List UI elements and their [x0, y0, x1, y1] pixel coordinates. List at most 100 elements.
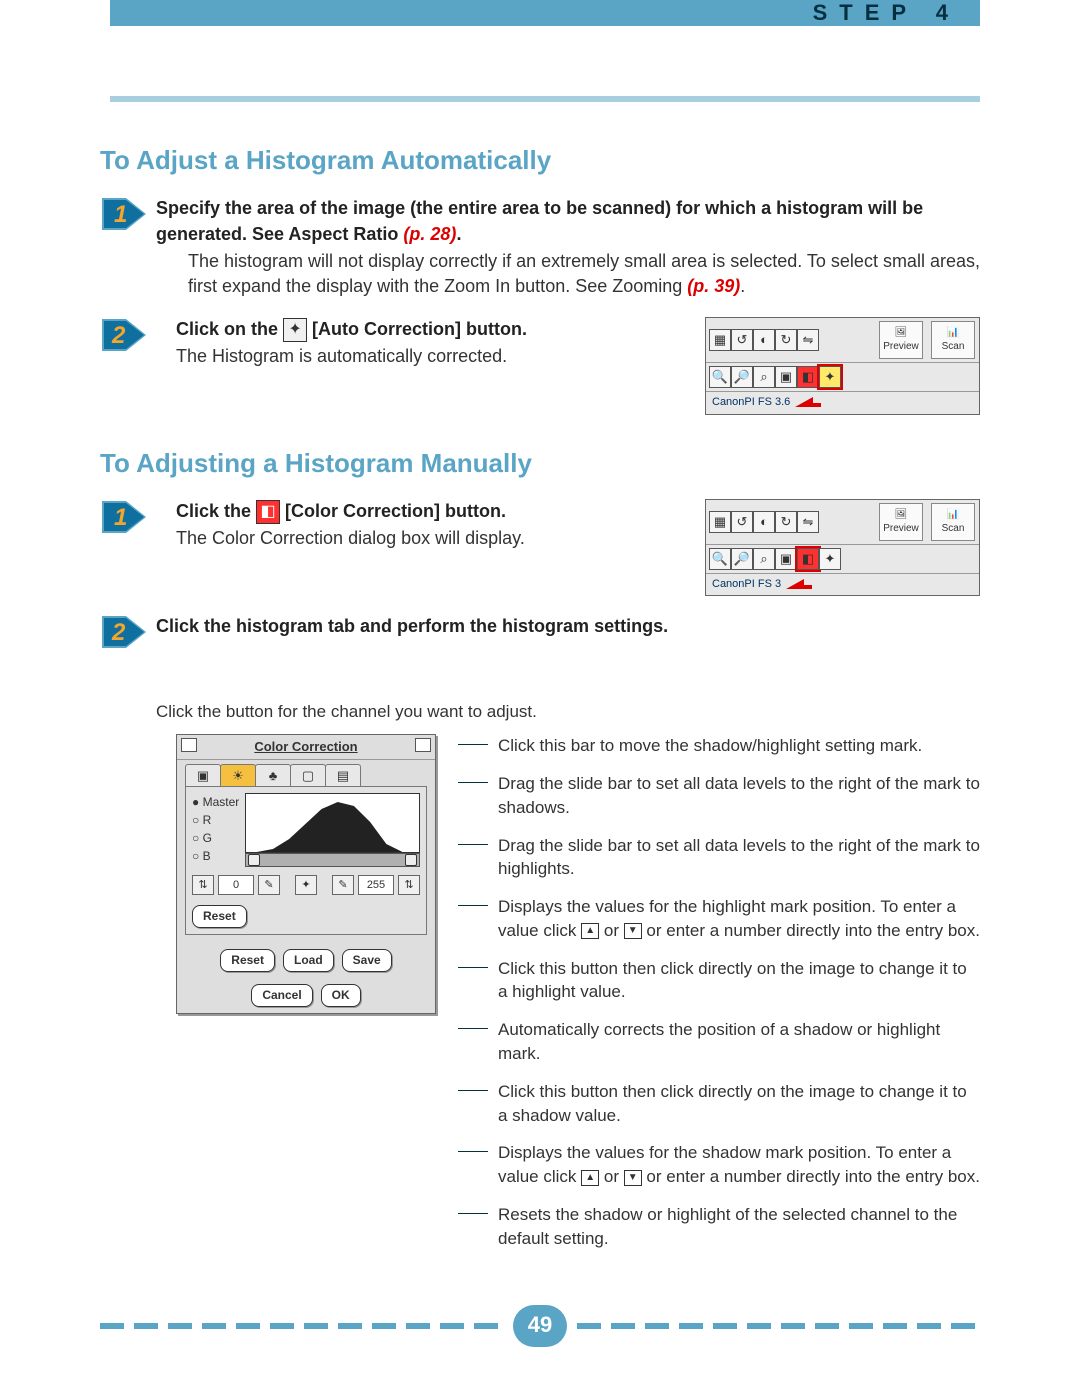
cc-shadow-value[interactable]: 0 — [218, 875, 254, 895]
cc-tab-5[interactable]: ▤ — [325, 764, 361, 786]
tb2-film-icon: ▦ — [709, 511, 731, 533]
annotation-6: Automatically corrects the position of a… — [486, 1018, 980, 1066]
cc-tab-4[interactable]: ▢ — [290, 764, 326, 786]
toolbar-status-2: CanonPI FS 3 — [706, 574, 979, 595]
preview-button-2[interactable]: 🖼Preview — [879, 503, 923, 541]
manual-step1-sub: The Color Correction dialog box will dis… — [176, 526, 685, 551]
manual-step-badge-2: 2 — [100, 614, 148, 650]
page-ref-39[interactable]: (p. 39) — [687, 276, 740, 296]
annotation-top-caption: Click the button for the channel you wan… — [156, 700, 980, 724]
tb2-zoom-fit-icon: ⌕ — [753, 548, 775, 570]
cc-channel-radios[interactable]: ● Master ○ R ○ G ○ B — [192, 793, 239, 865]
section-auto-title: To Adjust a Histogram Automatically — [100, 142, 980, 178]
cc-shadow-spinner[interactable]: ⇅ — [192, 875, 214, 895]
annotation-4: Displays the values for the highlight ma… — [486, 895, 980, 943]
tb-mirror-icon: ⇋ — [797, 329, 819, 351]
manual-step2-text: Click the histogram tab and perform the … — [156, 614, 980, 639]
step-header-bar: STEP 4 — [110, 0, 980, 26]
step-badge-2: 2 — [100, 317, 148, 353]
preview-button[interactable]: 🖼 Preview — [879, 321, 923, 359]
cc-load-button[interactable]: Load — [283, 949, 334, 972]
cc-shadow-picker-icon[interactable]: ✎ — [258, 875, 280, 895]
cc-channel-reset-button[interactable]: Reset — [192, 905, 247, 928]
auto-step1-period: . — [456, 224, 461, 244]
cc-highlight-handle[interactable] — [405, 854, 417, 866]
tb-film-icon: ▦ — [709, 329, 731, 351]
tb2-zoom-out-icon: 🔎 — [731, 548, 753, 570]
cc-tab-3[interactable]: ♣ — [255, 764, 291, 786]
annotation-7: Click this button then click directly on… — [486, 1080, 980, 1128]
cc-reset-button[interactable]: Reset — [220, 949, 275, 972]
annotation-2: Drag the slide bar to set all data level… — [486, 772, 980, 820]
tb2-contrast-icon: ◐ — [753, 511, 775, 533]
auto-correction-highlight-icon: ✦ — [819, 366, 841, 388]
annotation-5: Click this button then click directly on… — [486, 957, 980, 1005]
annotation-9: Resets the shadow or highlight of the se… — [486, 1203, 980, 1251]
tb-rotate-right-icon: ↻ — [775, 329, 797, 351]
spinner-up-icon-2: ▲ — [581, 1170, 599, 1186]
annotation-3: Drag the slide bar to set all data level… — [486, 834, 980, 882]
tb2-mirror-icon: ⇋ — [797, 511, 819, 533]
tb2-crop-icon: ▣ — [775, 548, 797, 570]
auto-correction-icon: ✦ — [283, 318, 307, 342]
toolbar-screenshot-2: ▦ ↺ ◐ ↻ ⇋ 🖼Preview 📊Scan — [705, 499, 980, 596]
color-correction-dialog: Color Correction ▣ ☀ ♣ ▢ ▤ — [176, 734, 436, 1014]
page-ref-28[interactable]: (p. 28) — [403, 224, 456, 244]
annotation-1: Click this bar to move the shadow/highli… — [486, 734, 980, 758]
section-manual-title: To Adjusting a Histogram Manually — [100, 445, 980, 481]
footer-dash-left — [100, 1323, 503, 1329]
tb2-rotate-left-icon: ↺ — [731, 511, 753, 533]
footer-dash-right — [577, 1323, 980, 1329]
color-correction-highlight-icon: ◧ — [797, 548, 819, 570]
cc-slider-bar[interactable] — [245, 853, 420, 867]
scan-button[interactable]: 📊 Scan — [931, 321, 975, 359]
cc-tab-1[interactable]: ▣ — [185, 764, 221, 786]
auto-step2-sub: The Histogram is automatically corrected… — [176, 344, 685, 369]
cc-highlight-picker-icon[interactable]: ✎ — [332, 875, 354, 895]
divider-rule — [110, 96, 980, 102]
cc-tab-histogram[interactable]: ☀ — [220, 764, 256, 786]
step-header-text: STEP 4 — [813, 0, 960, 28]
scan-button-2[interactable]: 📊Scan — [931, 503, 975, 541]
tb2-rotate-right-icon: ↻ — [775, 511, 797, 533]
tb2-zoom-in-icon: 🔍 — [709, 548, 731, 570]
cc-histogram-display — [245, 793, 420, 853]
color-correction-inline-icon: ◧ — [256, 500, 280, 524]
cc-titlebar: Color Correction — [177, 735, 435, 760]
cc-cancel-button[interactable]: Cancel — [251, 984, 312, 1007]
step-badge-1: 1 — [100, 196, 148, 232]
cc-highlight-spinner[interactable]: ⇅ — [398, 875, 420, 895]
color-correction-icon: ◧ — [797, 366, 819, 388]
cc-ok-button[interactable]: OK — [321, 984, 361, 1007]
auto-step1-text: Specify the area of the image (the entir… — [156, 198, 923, 243]
spinner-down-icon-2: ▼ — [624, 1170, 642, 1186]
manual-step-badge-1: 1 — [100, 499, 148, 535]
auto-step1-sub-end: . — [740, 276, 745, 296]
manual-step1-a: Click the — [176, 501, 256, 521]
auto-step1-sub: The histogram will not display correctly… — [188, 251, 980, 296]
svg-text:2: 2 — [111, 322, 126, 349]
cc-shadow-handle[interactable] — [248, 854, 260, 866]
page-number-badge: 49 — [513, 1305, 567, 1347]
tb2-auto-icon: ✦ — [819, 548, 841, 570]
auto-step2-a: Click on the — [176, 319, 283, 339]
cc-save-button[interactable]: Save — [342, 949, 392, 972]
auto-step2-b: [Auto Correction] button. — [312, 319, 527, 339]
toolbar-status-1: CanonPI FS 3.6 — [706, 392, 979, 413]
zoom-out-icon: 🔎 — [731, 366, 753, 388]
spinner-down-icon: ▼ — [624, 923, 642, 939]
zoom-in-icon: 🔍 — [709, 366, 731, 388]
spinner-up-icon: ▲ — [581, 923, 599, 939]
cc-sysmenu-icon — [181, 738, 197, 752]
annotation-8: Displays the values for the shadow mark … — [486, 1141, 980, 1189]
crop-icon: ▣ — [775, 366, 797, 388]
toolbar-screenshot-1: ▦ ↺ ◐ ↻ ⇋ 🖼 Preview 📊 Scan — [705, 317, 980, 414]
cc-highlight-value[interactable]: 255 — [358, 875, 394, 895]
cc-collapse-icon — [415, 738, 431, 752]
tb-contrast-icon: ◐ — [753, 329, 775, 351]
svg-text:1: 1 — [114, 504, 127, 531]
svg-text:2: 2 — [111, 619, 126, 646]
manual-step1-b: [Color Correction] button. — [285, 501, 506, 521]
cc-auto-icon[interactable]: ✦ — [295, 875, 317, 895]
zoom-fit-icon: ⌕ — [753, 366, 775, 388]
